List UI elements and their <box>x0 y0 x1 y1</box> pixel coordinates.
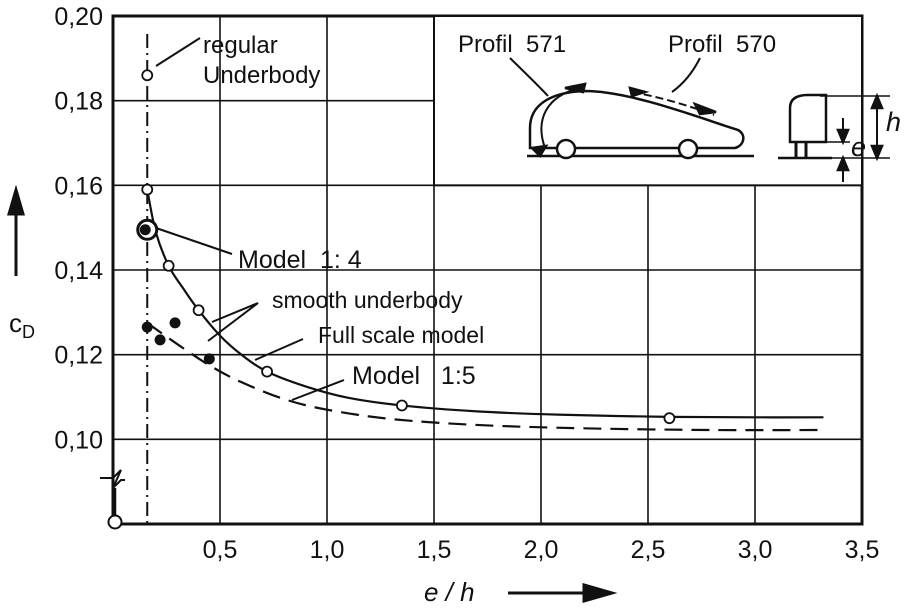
y-tick-label: 0,10 <box>54 426 103 454</box>
car-profile-571-line <box>540 87 581 149</box>
point-model-1-4-core <box>139 224 151 236</box>
label-h: h <box>886 107 901 137</box>
point-open <box>141 69 154 82</box>
car-front-wheel <box>555 138 577 160</box>
x-axis-ticks: 0,5 1,0 1,5 2,0 2,5 3,0 3,5 <box>203 536 880 564</box>
leader-smooth-to-open <box>211 302 259 323</box>
car-rear-wheel <box>677 138 699 160</box>
x-tick-label: 3,5 <box>845 536 880 564</box>
label-e: e <box>851 132 866 162</box>
label-underbody: Underbody <box>203 62 320 89</box>
y-axis-label: cD <box>9 308 35 342</box>
leader-regular-underbody <box>155 37 201 67</box>
model-1-5-curve <box>146 322 824 432</box>
axis-break-icon <box>100 469 125 489</box>
label-smooth-underbody: smooth underbody <box>272 287 463 313</box>
point-filled <box>169 317 181 329</box>
y-tick-label: 0,20 <box>54 3 103 31</box>
point-open <box>261 365 273 378</box>
data-markers <box>136 69 676 425</box>
y-axis-ticks: 0,10 0,12 0,14 0,16 0,18 0,20 <box>54 3 103 454</box>
point-open <box>141 183 154 196</box>
origin-circle-icon <box>107 514 123 530</box>
point-open <box>395 399 408 412</box>
label-model-1-4: Model 1: 4 <box>238 246 362 274</box>
label-profil-570: Profil 570 <box>668 31 776 58</box>
h-arrow-top-icon <box>870 92 884 110</box>
leader-model-1-4 <box>155 227 233 255</box>
x-arrow-icon <box>508 583 618 603</box>
y-axis-title: cD <box>7 184 35 342</box>
y-tick-label: 0,16 <box>54 172 103 200</box>
car-body-outline <box>528 89 745 150</box>
arrow-570-start-icon <box>628 86 650 98</box>
x-tick-label: 3,0 <box>738 536 773 564</box>
leader-profil-570 <box>671 57 701 93</box>
car-profile-inset: Profil 571 Profil 570 h e <box>458 31 901 182</box>
label-model-1-5: Model 1:5 <box>352 362 476 390</box>
y-tick-label: 0,14 <box>54 257 103 285</box>
full-scale-curve <box>146 189 824 419</box>
e-arrow-top-icon <box>836 128 850 146</box>
label-regular: regular <box>203 32 278 59</box>
x-tick-label: 2,5 <box>631 536 666 564</box>
leader-full-scale <box>254 338 304 361</box>
point-filled <box>154 334 166 346</box>
x-tick-label: 0,5 <box>203 536 238 564</box>
point-filled <box>203 353 215 365</box>
label-full-scale-model: Full scale model <box>318 322 484 348</box>
point-open <box>192 304 205 317</box>
arrow-571-start-icon <box>529 144 549 159</box>
leader-profil-571 <box>509 57 549 97</box>
x-axis-title: e / h <box>424 577 618 607</box>
y-tick-label: 0,18 <box>54 88 103 116</box>
h-arrow-bottom-icon <box>870 144 884 162</box>
label-profil-571: Profil 571 <box>458 31 566 58</box>
x-tick-label: 2,0 <box>524 536 559 564</box>
x-axis-label: e / h <box>424 577 475 607</box>
y-arrow-icon <box>7 184 25 276</box>
leader-smooth-to-filled <box>207 302 259 342</box>
arrow-571-icon <box>564 82 587 94</box>
y-tick-label: 0,12 <box>54 342 103 370</box>
side-view-body <box>788 93 828 144</box>
point-open <box>663 412 676 425</box>
point-open <box>162 259 175 272</box>
e-arrow-bottom-icon <box>836 154 850 172</box>
leader-model-1-5 <box>291 379 345 401</box>
point-filled <box>141 321 153 333</box>
leader-lines <box>155 37 345 401</box>
arrow-570-icon <box>692 101 717 116</box>
x-tick-label: 1,5 <box>417 536 452 564</box>
x-tick-label: 1,0 <box>310 536 345 564</box>
